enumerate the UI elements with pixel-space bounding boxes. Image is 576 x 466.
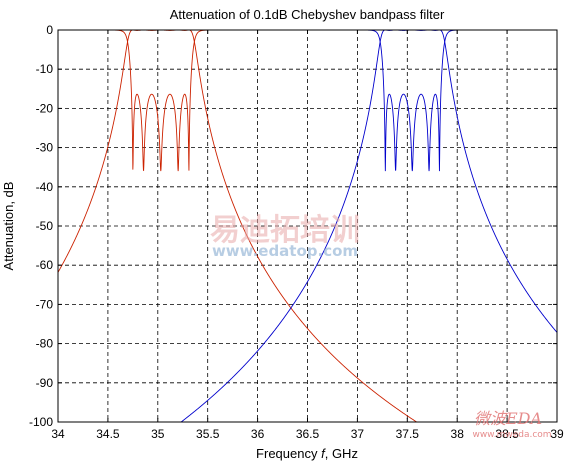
watermark-text: 易迪拓培训 — [210, 213, 360, 248]
chart-title: Attenuation of 0.1dB Chebyshev bandpass … — [170, 7, 445, 22]
corner-watermark-logo: 微波EDA — [474, 409, 542, 428]
x-tick-label: 35 — [151, 427, 165, 441]
y-tick-label: -40 — [36, 180, 54, 194]
y-tick-label: -20 — [36, 101, 54, 115]
ticks: 34 34.5 35 35.5 36 36.5 37 37.5 38 38.5 39 0 -10 -20 -… — [29, 23, 564, 441]
y-axis-label: Attenuation, dB — [1, 182, 16, 271]
y-tick-label: 0 — [46, 23, 53, 37]
x-tick-label: 38.5 — [495, 427, 519, 441]
x-tick-label: 39 — [550, 427, 564, 441]
y-tick-label: -80 — [36, 337, 54, 351]
y-tick-label: -10 — [36, 62, 54, 76]
y-tick-label: -30 — [36, 141, 54, 155]
x-tick-label: 38 — [451, 427, 465, 441]
watermark-url: www.edatop.com — [212, 242, 358, 260]
x-tick-label: 37 — [351, 427, 365, 441]
x-tick-label: 36 — [251, 427, 265, 441]
x-tick-label: 34 — [51, 427, 65, 441]
y-tick-label: -100 — [29, 415, 53, 429]
x-tick-label: 35.5 — [196, 427, 220, 441]
y-tick-label: -70 — [36, 297, 54, 311]
x-tick-label: 34.5 — [96, 427, 120, 441]
plot-frame — [57, 29, 558, 423]
y-tick-label: -60 — [36, 258, 54, 272]
x-tick-label: 37.5 — [396, 427, 420, 441]
y-tick-label: -90 — [36, 376, 54, 390]
x-axis-label: Frequency f, GHz — [256, 446, 358, 461]
y-tick-label: -50 — [36, 219, 54, 233]
x-tick-label: 36.5 — [296, 427, 320, 441]
grid — [58, 30, 557, 422]
corner-watermark-url: www.mweda.com — [472, 430, 551, 440]
